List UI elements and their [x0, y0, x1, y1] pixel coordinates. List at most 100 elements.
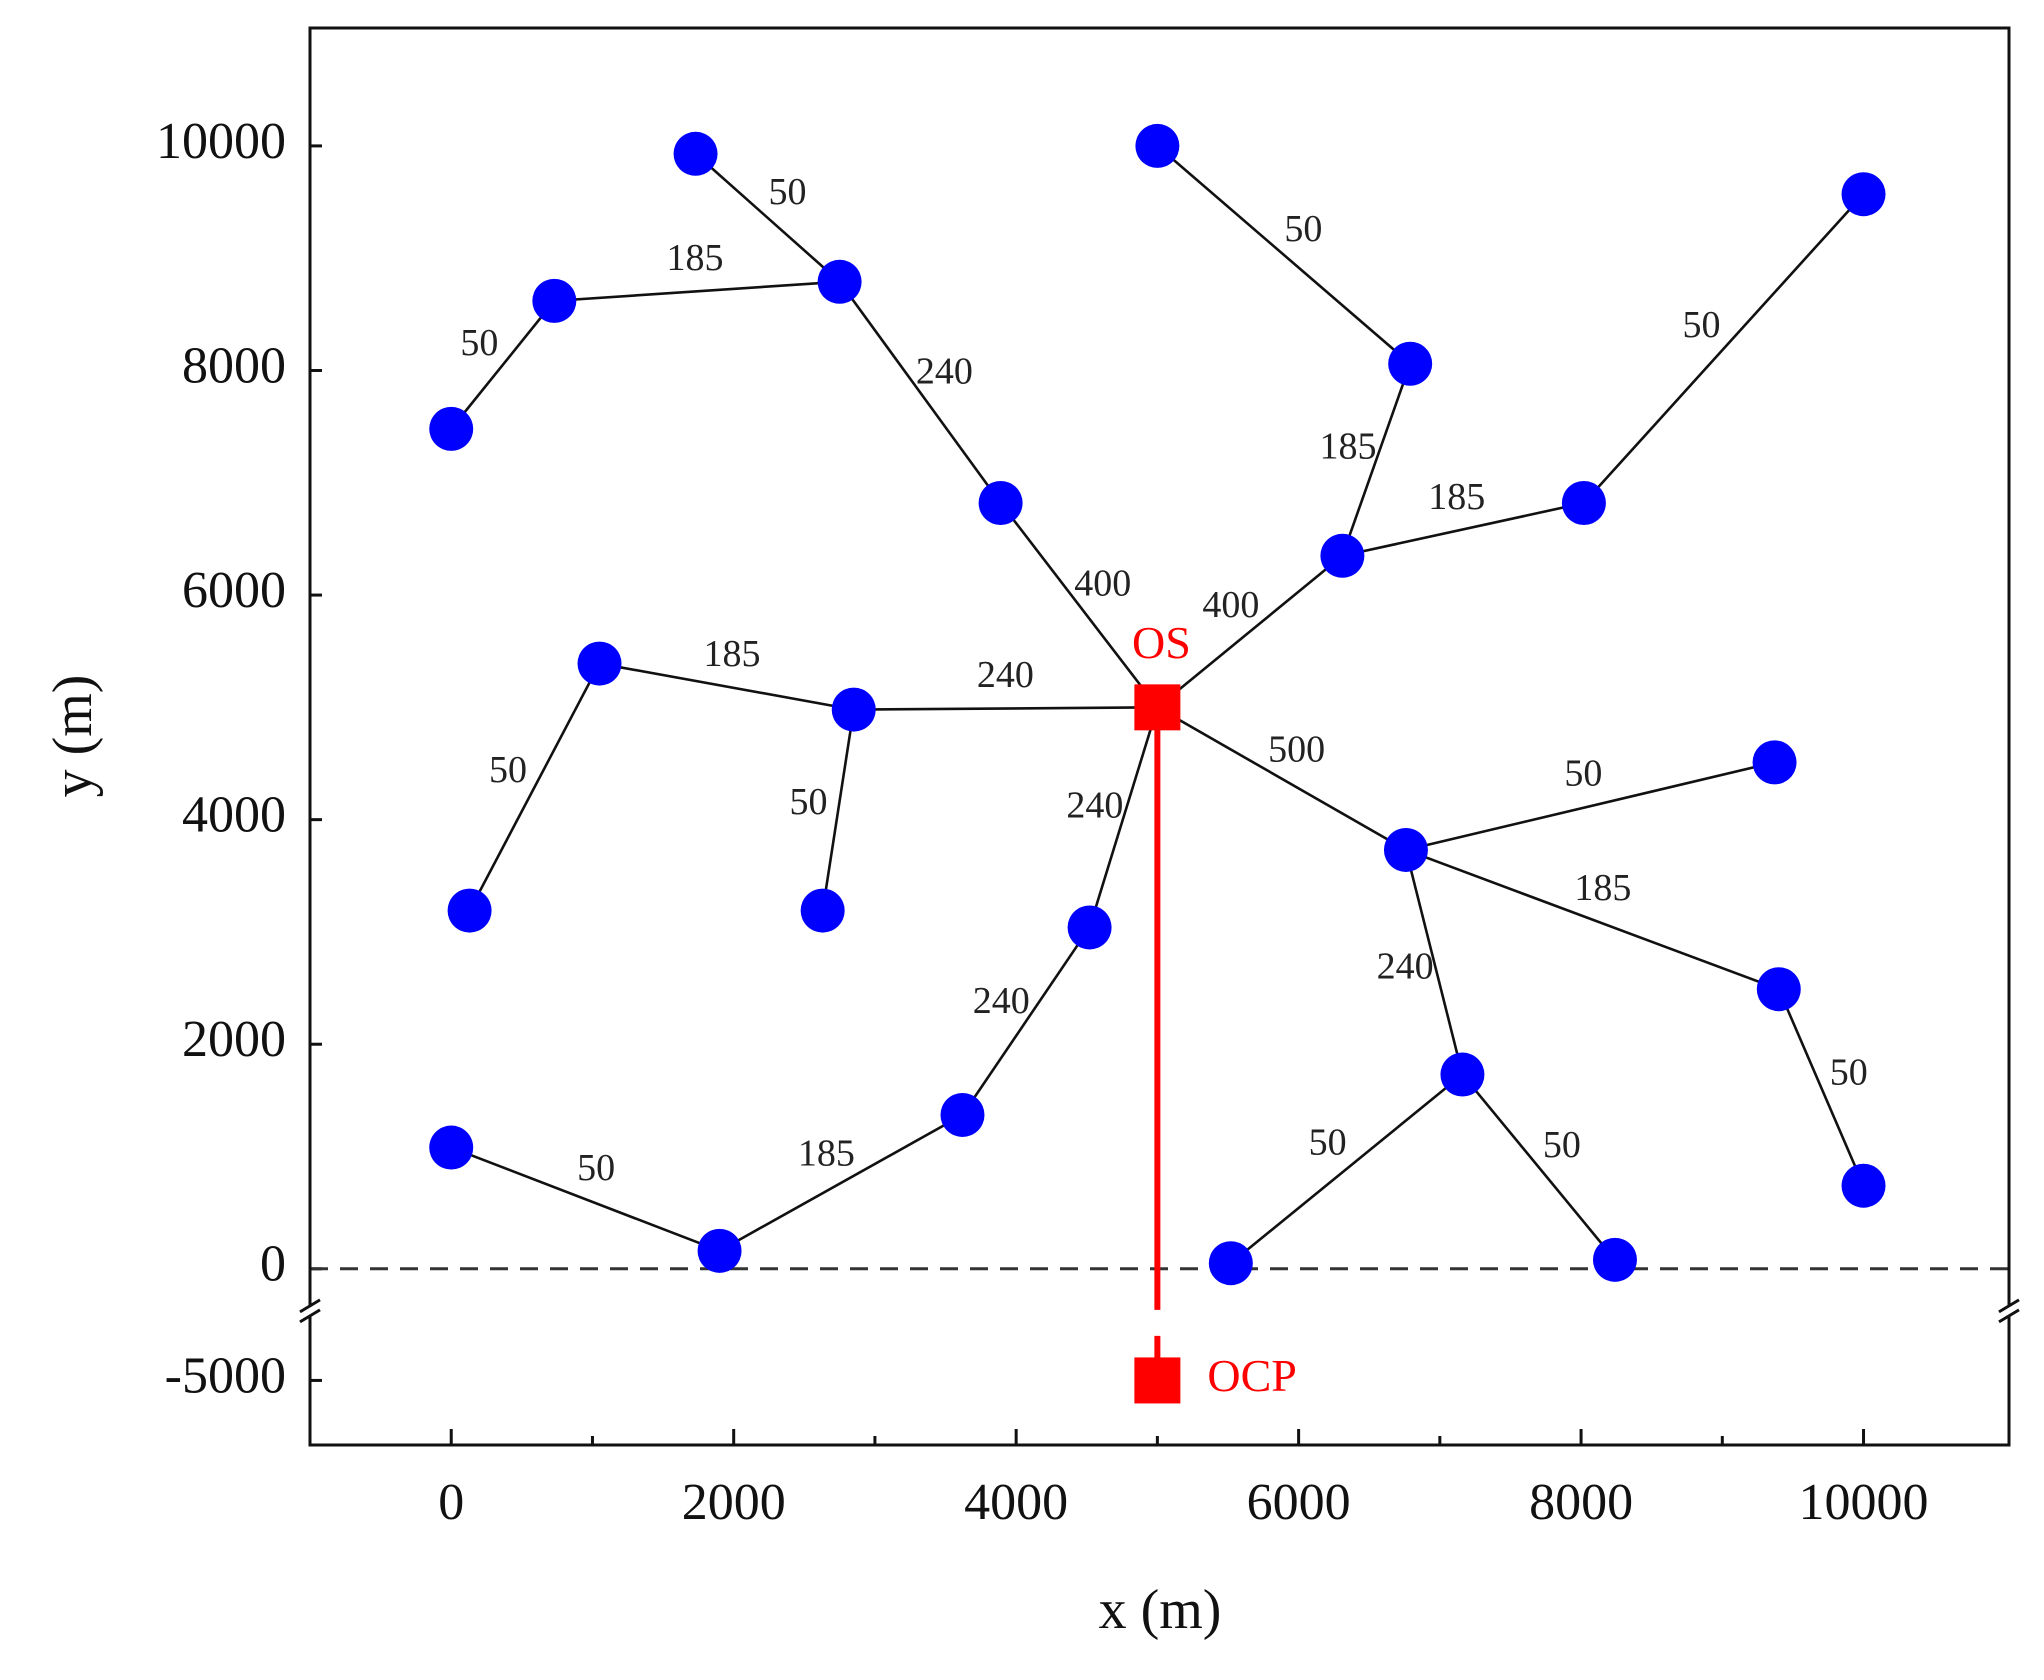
turbine	[1388, 341, 1433, 386]
axis-break	[1998, 1298, 2020, 1314]
cable	[1404, 849, 1464, 1075]
axis-break	[299, 1308, 321, 1324]
plot-frame	[308, 26, 2011, 1447]
cable-label: 50	[1309, 1121, 1347, 1163]
x-tick-label: 2000	[682, 1474, 786, 1531]
cable-label: 185	[798, 1132, 855, 1174]
cable-label: 185	[1319, 425, 1376, 467]
cable-label: 50	[1830, 1051, 1868, 1093]
cable-label: 400	[1074, 563, 1131, 605]
cable	[1156, 706, 1407, 852]
turbine	[429, 406, 474, 451]
turbine	[817, 259, 862, 304]
break-gap	[1149, 1309, 1166, 1336]
cable-label: 50	[489, 749, 527, 791]
turbine	[940, 1092, 985, 1137]
axis-break	[1998, 1308, 2020, 1324]
y-tick-label: 6000	[182, 562, 286, 619]
cable-label: 50	[577, 1147, 615, 1189]
cable	[1230, 1073, 1464, 1265]
cable	[1405, 761, 1775, 852]
x-tick-label: 6000	[1247, 1474, 1351, 1531]
turbine	[1208, 1241, 1253, 1286]
cable	[1088, 706, 1159, 928]
turbine	[447, 888, 492, 933]
substation	[1134, 1357, 1181, 1404]
x-tick-label: 8000	[1529, 1474, 1633, 1531]
cable	[450, 1146, 721, 1253]
cable	[1582, 193, 1865, 504]
cable-label: 185	[703, 633, 760, 675]
turbine	[1756, 967, 1801, 1012]
cable	[468, 662, 601, 912]
cable	[1342, 501, 1585, 558]
turbine	[831, 687, 876, 732]
turbine	[1320, 533, 1365, 578]
turbine	[697, 1228, 742, 1273]
y-axis-title: y (m)	[42, 675, 104, 798]
cable	[718, 1113, 964, 1252]
cable-label: 240	[916, 350, 973, 392]
y-tick-label: 2000	[182, 1011, 286, 1068]
y-tick-label: -5000	[165, 1347, 286, 1404]
cable	[1777, 988, 1865, 1187]
cable-label: 50	[790, 781, 828, 823]
x-tick-label: 0	[438, 1474, 464, 1531]
substation	[1134, 684, 1181, 731]
cable-label: 400	[1202, 584, 1259, 626]
x-axis-title: x (m)	[1099, 1579, 1222, 1641]
substation-label: OS	[1132, 617, 1191, 668]
cable	[1156, 554, 1344, 709]
x-tick-label: 4000	[964, 1474, 1068, 1531]
cable	[999, 502, 1159, 709]
turbine	[1561, 480, 1606, 525]
cable	[1461, 1073, 1616, 1261]
substation-label: OCP	[1207, 1350, 1296, 1401]
cable	[838, 281, 1002, 504]
cable-label: 50	[1543, 1124, 1581, 1166]
turbine	[532, 278, 577, 323]
turbine	[1841, 1163, 1886, 1208]
turbine	[673, 131, 718, 176]
cable-label: 50	[1284, 208, 1322, 250]
cable-label: 50	[769, 171, 807, 213]
y-tick-label: 0	[260, 1236, 286, 1293]
cable-label: 240	[1377, 945, 1434, 987]
y-tick-label: 4000	[182, 787, 286, 844]
cable-label: 185	[1428, 476, 1485, 518]
turbine	[1592, 1237, 1637, 1282]
turbine	[1135, 123, 1180, 168]
cable	[1405, 848, 1780, 991]
x-tick-label: 10000	[1799, 1474, 1929, 1531]
cable-label: 240	[973, 980, 1030, 1022]
cable-label: 500	[1268, 728, 1325, 770]
cable	[450, 300, 556, 430]
turbine	[1841, 172, 1886, 217]
y-tick-label: 8000	[182, 337, 286, 394]
turbine	[1383, 827, 1428, 872]
cable	[694, 152, 841, 283]
turbine	[1440, 1052, 1485, 1097]
turbine	[978, 480, 1023, 525]
turbine	[800, 888, 845, 933]
turbine	[429, 1125, 474, 1170]
cable	[554, 280, 840, 303]
turbine	[577, 641, 622, 686]
cable	[853, 706, 1158, 711]
cable	[1341, 363, 1412, 557]
cable	[1156, 144, 1412, 365]
cable-label: 240	[1066, 784, 1123, 826]
turbine	[1752, 740, 1797, 785]
cable-label: 50	[460, 322, 498, 364]
axis-break	[299, 1298, 321, 1314]
cable	[599, 662, 854, 711]
cable-label: 185	[666, 237, 723, 279]
cable-label: 50	[1564, 753, 1602, 795]
cable-label: 50	[1682, 304, 1720, 346]
cable	[961, 926, 1091, 1116]
cable	[821, 709, 856, 911]
cable-label: 240	[977, 654, 1034, 696]
cable-label: 185	[1574, 867, 1631, 909]
